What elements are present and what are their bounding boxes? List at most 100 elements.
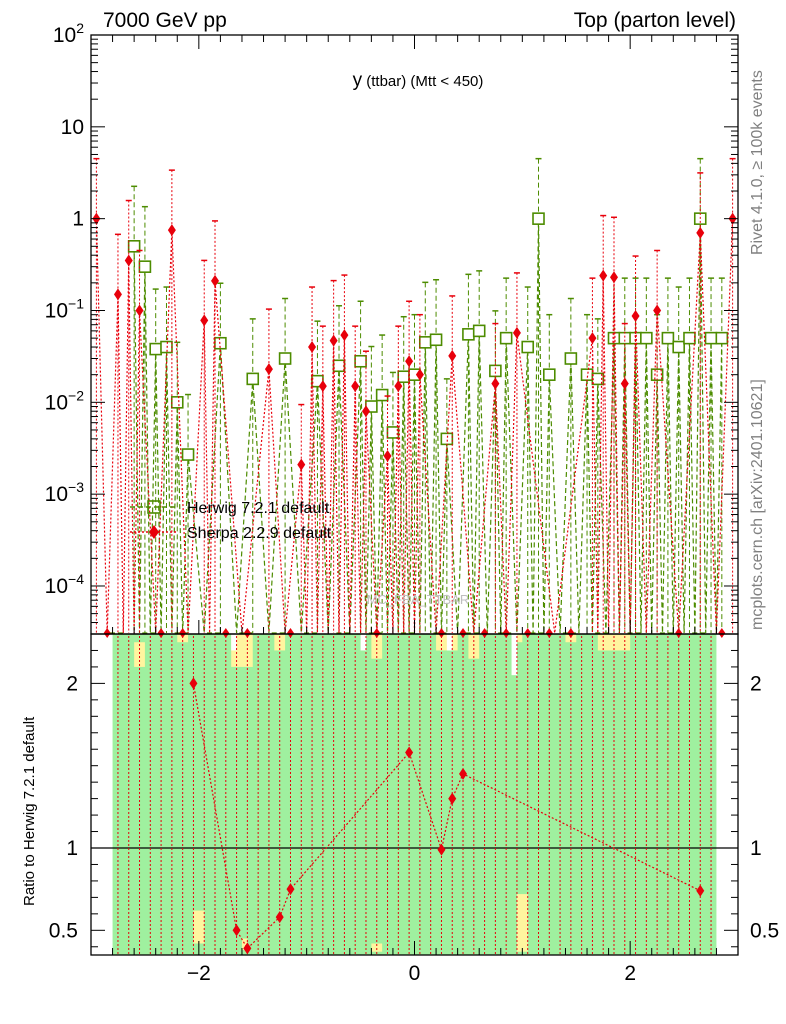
x-tick-label: 2 [624, 962, 636, 985]
x-tick-label: −2 [187, 962, 211, 985]
herwig-point [354, 354, 367, 368]
sherpa-point [308, 341, 317, 354]
sherpa-point [318, 380, 327, 393]
ratio-point [448, 792, 457, 805]
sherpa-point [491, 377, 500, 390]
ratio-band-two-sigma [274, 634, 286, 651]
herwig-point [149, 342, 162, 356]
sherpa-point [415, 368, 424, 381]
ratio-band-two-sigma [371, 943, 383, 952]
sherpa-connector-line [95, 218, 734, 634]
ratio-band-gap [231, 634, 237, 651]
sherpa-series [92, 157, 737, 638]
energy-label: 7000 GeV pp [103, 9, 227, 32]
ratio-band-two-sigma [193, 910, 205, 944]
ratio-y-tick-label-right: 1 [750, 837, 762, 860]
sherpa-point [264, 363, 273, 376]
ratio-band-gap [446, 634, 453, 651]
sherpa-floor-point [157, 628, 165, 638]
sherpa-point [653, 304, 662, 317]
herwig-point [397, 370, 411, 384]
herwig-point [181, 448, 195, 461]
ratio-y-tick-label-right: 2 [750, 672, 762, 695]
herwig-connector-line [133, 218, 723, 634]
sherpa-floor-point [545, 628, 553, 638]
sherpa-floor-point [179, 628, 187, 638]
herwig-point [532, 212, 545, 225]
sherpa-point [124, 254, 133, 267]
main-panel [92, 157, 737, 638]
sherpa-floor-point [103, 628, 111, 638]
ratio-uncertainty-bands [112, 634, 717, 955]
y-tick-label: 10−4 [45, 571, 85, 598]
ratio-band-two-sigma [565, 634, 577, 643]
process-label: Top (parton level) [573, 9, 736, 32]
ratio-point [696, 884, 705, 897]
sherpa-point [631, 310, 640, 323]
sherpa-point [383, 450, 392, 463]
ratio-series [117, 636, 712, 955]
herwig-point [332, 359, 346, 373]
ratio-band-two-sigma [597, 634, 631, 651]
y-tick-label: 10−3 [45, 479, 85, 506]
sherpa-floor-point [675, 628, 683, 638]
ratio-point [189, 677, 198, 690]
sherpa-point [297, 458, 306, 471]
plot-title-main: y [353, 70, 363, 91]
sherpa-floor-point [524, 628, 532, 638]
herwig-point [580, 368, 594, 381]
herwig-point [683, 331, 696, 345]
sherpa-point [351, 380, 360, 393]
plot-title: y (ttbar) (Mtt < 450) [353, 70, 484, 91]
herwig-point [375, 388, 389, 402]
sherpa-floor-point [718, 628, 726, 638]
ratio-band-two-sigma [134, 642, 145, 667]
sherpa-point [211, 274, 220, 287]
sherpa-point [340, 329, 349, 342]
herwig-point [521, 340, 535, 354]
ratio-point [232, 924, 241, 937]
legend-sherpa-marker [149, 525, 159, 539]
sherpa-point [135, 304, 144, 317]
sherpa-floor-point [567, 628, 575, 638]
ratio-y-tick-label: 0.5 [49, 919, 78, 942]
sherpa-point [394, 380, 403, 393]
ratio-connector-line [192, 683, 701, 950]
sherpa-point [512, 326, 521, 339]
ratio-band-two-sigma [241, 938, 248, 951]
ratio-point [437, 843, 446, 856]
sherpa-point [361, 405, 370, 418]
sherpa-floor-point [459, 628, 467, 638]
sherpa-floor-point [373, 628, 381, 638]
ratio-y-tick-label-right: 0.5 [750, 919, 779, 942]
herwig-point [214, 336, 227, 350]
legend-herwig-marker [147, 500, 161, 514]
herwig-point [564, 352, 578, 365]
sherpa-floor-point [502, 628, 510, 638]
ratio-band-gap [511, 634, 517, 676]
ratio-point [405, 746, 414, 759]
herwig-point [499, 331, 513, 345]
herwig-point [246, 372, 260, 386]
sherpa-floor-point [437, 628, 445, 638]
herwig-point [542, 368, 556, 381]
y-tick-label: 10 [61, 116, 84, 139]
herwig-point [472, 324, 486, 338]
ratio-band-two-sigma [177, 634, 189, 643]
sherpa-floor-point [222, 628, 230, 638]
ratio-band-two-sigma [516, 894, 528, 952]
y-tick-label: 10−1 [45, 295, 85, 322]
sherpa-point [113, 288, 122, 301]
sherpa-point [620, 377, 629, 390]
plot-title-rest: (ttbar) (Mtt < 450) [362, 73, 483, 90]
sherpa-point [200, 314, 209, 327]
sherpa-point [599, 269, 608, 282]
herwig-point [440, 432, 454, 446]
y-tick-label: 10−2 [45, 387, 85, 414]
ratio-y-tick-label: 1 [66, 837, 78, 860]
ratio-band-gap [360, 634, 366, 651]
sherpa-floor-point [286, 628, 294, 638]
herwig-point [278, 352, 292, 365]
sherpa-point [609, 271, 618, 284]
